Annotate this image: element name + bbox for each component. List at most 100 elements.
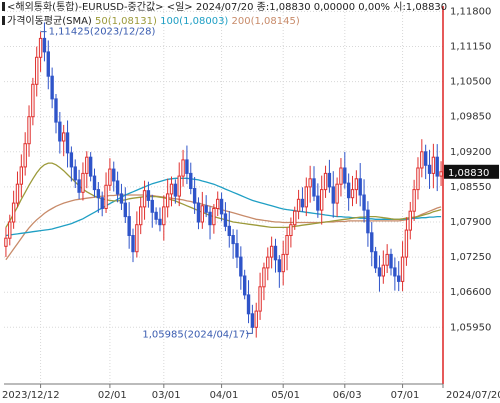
candle: [343, 151, 347, 189]
candle: [135, 211, 139, 258]
candle: [296, 189, 301, 220]
y-tick-label: 1,06600: [450, 287, 491, 298]
candle: [112, 161, 116, 192]
candle: [235, 229, 239, 269]
candle: [331, 171, 335, 218]
candle: [227, 211, 231, 248]
x-tick-label: 2023/12/12: [2, 390, 60, 401]
x-tick-label: 2024/07/20: [446, 390, 500, 401]
x-tick-label: 07/01: [391, 390, 420, 401]
candles: [4, 22, 443, 338]
candle: [196, 197, 201, 230]
candle: [285, 227, 289, 271]
candle: [216, 191, 220, 217]
candle: [327, 159, 332, 193]
y-tick-label: 1,10500: [450, 77, 491, 88]
candle: [100, 191, 104, 217]
y-tick-label: 1,09850: [450, 112, 491, 123]
candle: [223, 202, 228, 232]
candle: [269, 236, 274, 269]
candle: [416, 157, 420, 200]
y-tick-label: 1,09200: [450, 147, 491, 158]
candle: [65, 120, 70, 168]
candle: [366, 201, 370, 247]
candle: [146, 181, 151, 208]
last-price-tag: [444, 164, 499, 179]
candle: [346, 173, 351, 211]
candle: [412, 179, 416, 221]
candle: [389, 248, 393, 276]
candle: [358, 163, 362, 207]
candle: [38, 31, 43, 72]
sma-label: 가격이동평균(SMA): [7, 16, 92, 27]
candle: [154, 207, 158, 225]
candle: [250, 304, 255, 328]
candle: [35, 46, 39, 97]
candle: [77, 169, 81, 200]
candle: [400, 241, 405, 292]
y-tick-label: 1,11800: [450, 6, 491, 17]
candle: [277, 255, 282, 288]
title-marker-icon: [2, 2, 5, 11]
last-price-label: 1,08830: [448, 168, 489, 179]
candle: [339, 158, 343, 197]
candle: [377, 255, 382, 292]
candle: [200, 191, 205, 229]
candle: [258, 272, 262, 320]
y-tick-label: 1,07900: [450, 217, 491, 228]
candle: [393, 257, 397, 291]
candle: [300, 187, 305, 212]
sma100-label: 100(1,08003): [160, 16, 229, 27]
candle: [119, 183, 124, 210]
candle: [308, 165, 312, 203]
candle: [370, 222, 374, 267]
legend-marker-icon: [2, 16, 5, 25]
sma200-label: 200(1,08145): [231, 16, 300, 27]
candle: [142, 180, 147, 220]
y-tick-label: 1,08550: [450, 182, 491, 193]
candle: [385, 244, 389, 274]
annotations: 1,11425(2023/12/28) 1,05985(2024/04/17): [40, 27, 253, 340]
candle: [381, 250, 386, 284]
candle: [262, 262, 266, 301]
candle: [8, 214, 12, 246]
candle: [431, 143, 436, 189]
candle: [281, 240, 285, 286]
x-tick-label: 04/01: [210, 390, 239, 401]
candle: [61, 124, 66, 157]
date-axis: 2023/12/12 02/01 03/01 04/01 05/01 06/03 07/01…: [2, 383, 500, 401]
y-tick-label: 1,11150: [450, 42, 491, 53]
sma50-label: 50(1,08131): [95, 16, 157, 27]
candle: [173, 179, 178, 204]
x-tick-label: 06/03: [333, 390, 362, 401]
candle: [139, 197, 143, 235]
candle: [397, 261, 401, 292]
chart-title: <해외통화(통합)-EURUSD-중간값> <일> 2024/07/20 종:1…: [2, 1, 447, 14]
x-tick-label: 02/01: [98, 390, 127, 401]
candle: [127, 202, 131, 249]
x-tick-label: 03/01: [152, 390, 181, 401]
candle: [19, 154, 24, 198]
candle: [104, 172, 108, 213]
candle: [293, 206, 297, 230]
y-tick-label: 1,05950: [450, 322, 491, 333]
candle: [27, 105, 31, 157]
price-axis: 1,11800 1,11150 1,10500 1,09850 1,09200 1,085…: [442, 6, 499, 384]
candle: [373, 246, 378, 273]
candle: [208, 206, 212, 240]
candle: [423, 144, 428, 180]
candle: [408, 201, 412, 240]
candle: [169, 176, 174, 207]
high-annotation: 1,11425(2023/12/28): [49, 27, 156, 38]
candle: [96, 182, 101, 213]
candle: [254, 302, 258, 338]
low-pointer: [246, 327, 253, 334]
candle: [46, 40, 50, 90]
x-tick-label: 05/01: [271, 390, 300, 401]
candle: [123, 187, 127, 224]
candle: [192, 177, 197, 214]
candle: [54, 94, 58, 134]
candle: [316, 183, 320, 218]
candle: [108, 158, 112, 191]
